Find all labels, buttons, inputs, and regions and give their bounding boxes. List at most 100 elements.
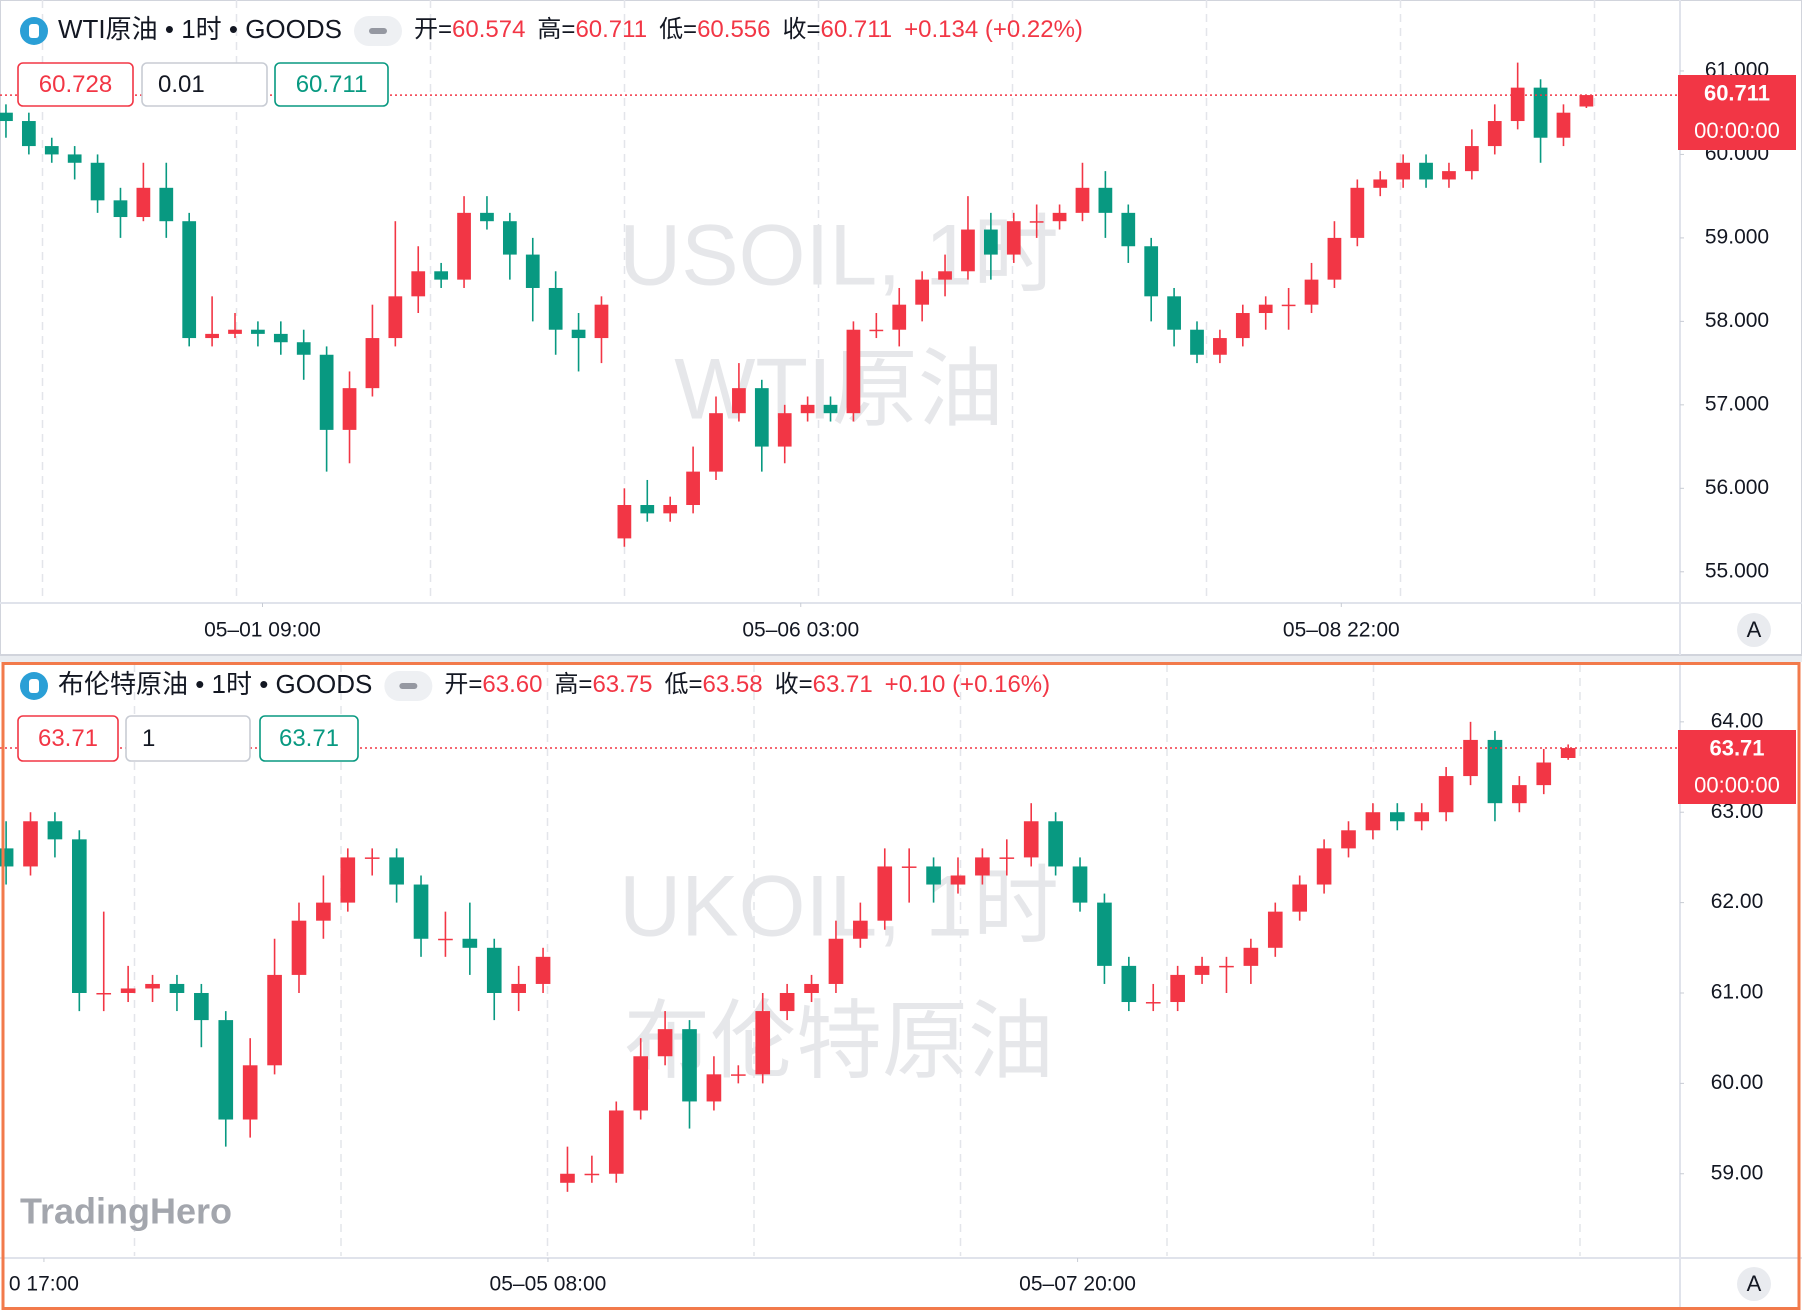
y-tick-label: 64.00 bbox=[1711, 709, 1764, 732]
candle-body bbox=[535, 956, 551, 984]
ohlc-name: 收= bbox=[775, 671, 813, 698]
symbol-title: WTI原油 • 1时 • GOODS bbox=[58, 14, 342, 44]
candle-body bbox=[1438, 776, 1454, 813]
ohlc-value: 63.71 bbox=[813, 671, 873, 698]
price-tag-value: 63.71 bbox=[1709, 735, 1764, 760]
candle-body bbox=[47, 821, 63, 840]
order-button-label[interactable]: 63.71 bbox=[279, 725, 339, 752]
candle-body bbox=[44, 146, 59, 155]
candle-body bbox=[1029, 221, 1044, 223]
candle-body bbox=[1167, 296, 1181, 330]
candle-body bbox=[846, 329, 861, 414]
candle-body bbox=[1075, 187, 1090, 213]
scale-button-label[interactable]: A bbox=[1747, 1271, 1762, 1296]
order-button[interactable] bbox=[274, 62, 389, 107]
scale-button[interactable] bbox=[1737, 613, 1771, 647]
visibility-toggle-bar bbox=[399, 683, 418, 689]
x-tick-label: 05–05 08:00 bbox=[490, 1273, 607, 1296]
candle-body bbox=[1556, 112, 1571, 138]
candle-body bbox=[251, 329, 265, 334]
candle-body bbox=[1098, 187, 1113, 213]
candle-body bbox=[901, 866, 917, 868]
candle-body bbox=[1292, 884, 1308, 912]
candle-body bbox=[96, 992, 112, 995]
candle-body bbox=[1414, 812, 1430, 822]
scale-button-label[interactable]: A bbox=[1747, 617, 1762, 642]
candle-body bbox=[1510, 87, 1525, 122]
candle-body bbox=[296, 342, 311, 355]
price-tag bbox=[1678, 75, 1796, 150]
candle-body bbox=[1463, 739, 1478, 777]
candle-body bbox=[1219, 965, 1234, 968]
candle-body bbox=[1304, 279, 1319, 305]
candle-body bbox=[159, 187, 174, 222]
candle-body bbox=[1048, 821, 1063, 867]
symbol-icon-glyph bbox=[29, 24, 39, 38]
order-button-label[interactable]: 63.71 bbox=[38, 725, 98, 752]
order-button[interactable] bbox=[125, 715, 251, 762]
candle-body bbox=[1023, 821, 1039, 858]
candle-body bbox=[709, 413, 723, 472]
candle-body bbox=[1327, 237, 1342, 280]
y-tick-label: 56.000 bbox=[1705, 476, 1769, 499]
candle-body bbox=[90, 162, 105, 201]
symbol-icon-glyph bbox=[29, 679, 39, 693]
candle-body bbox=[72, 839, 87, 993]
candle-body bbox=[1052, 212, 1067, 222]
candle-body bbox=[342, 388, 357, 430]
candle-body bbox=[1512, 785, 1527, 804]
candle-body bbox=[1316, 848, 1332, 885]
candle-body bbox=[267, 974, 282, 1066]
candle-body bbox=[1464, 146, 1479, 172]
order-button[interactable] bbox=[141, 62, 268, 107]
change: +0.134 (+0.22%) bbox=[904, 16, 1083, 43]
order-button[interactable] bbox=[17, 715, 119, 762]
watermark: WTI原油 bbox=[674, 342, 1004, 438]
candle-body bbox=[892, 304, 907, 330]
candle-body bbox=[1144, 246, 1159, 297]
candle-body bbox=[1213, 338, 1227, 355]
price-tag-countdown: 00:00:00 bbox=[1694, 772, 1780, 797]
order-button-label[interactable]: 1 bbox=[142, 725, 155, 752]
candle-body bbox=[961, 229, 975, 272]
branding-logo: TradingHero bbox=[20, 1191, 232, 1232]
candle-body bbox=[228, 329, 242, 334]
candle-body bbox=[1267, 911, 1283, 948]
ohlc-value: 60.556 bbox=[697, 16, 770, 43]
candle-body bbox=[548, 287, 563, 330]
candle-body bbox=[389, 857, 404, 885]
ohlc-legend: 开=60.574 高=60.711 低=60.556 收=60.711 +0.134 (… bbox=[414, 16, 1083, 43]
change: +0.10 (+0.16%) bbox=[885, 671, 1050, 698]
candle-body bbox=[877, 866, 893, 921]
candle-body bbox=[413, 884, 429, 939]
candle-body bbox=[1560, 748, 1576, 758]
candle-body bbox=[804, 983, 819, 993]
ohlc-value: 63.60 bbox=[482, 671, 542, 698]
candle-body bbox=[67, 154, 82, 163]
y-tick-label: 62.00 bbox=[1711, 890, 1764, 913]
order-button[interactable] bbox=[259, 715, 359, 762]
candle-body bbox=[120, 988, 136, 993]
price-tag bbox=[1678, 730, 1796, 804]
candle-body bbox=[1341, 830, 1356, 849]
candle-body bbox=[730, 1074, 746, 1076]
order-button[interactable] bbox=[17, 62, 134, 107]
price-tag-value: 60.711 bbox=[1704, 81, 1770, 106]
ohlc-value: 60.711 bbox=[575, 16, 647, 43]
ohlc-name: 高= bbox=[537, 16, 575, 43]
order-button-label[interactable]: 0.01 bbox=[158, 71, 205, 98]
ohlc-value: 63.58 bbox=[703, 671, 763, 698]
candle-body bbox=[23, 821, 38, 867]
candle-body bbox=[633, 1056, 649, 1111]
candle-body bbox=[242, 1065, 258, 1120]
x-tick-label: 05–06 03:00 bbox=[742, 619, 859, 642]
candle-body bbox=[388, 296, 403, 339]
order-button-label[interactable]: 60.711 bbox=[296, 71, 368, 98]
ohlc-name: 开= bbox=[414, 16, 452, 43]
order-button-label[interactable]: 60.728 bbox=[39, 71, 112, 98]
candle-body bbox=[682, 1029, 697, 1102]
candle-body bbox=[1442, 171, 1456, 180]
candle-body bbox=[1487, 739, 1503, 804]
scale-button[interactable] bbox=[1737, 1267, 1771, 1301]
